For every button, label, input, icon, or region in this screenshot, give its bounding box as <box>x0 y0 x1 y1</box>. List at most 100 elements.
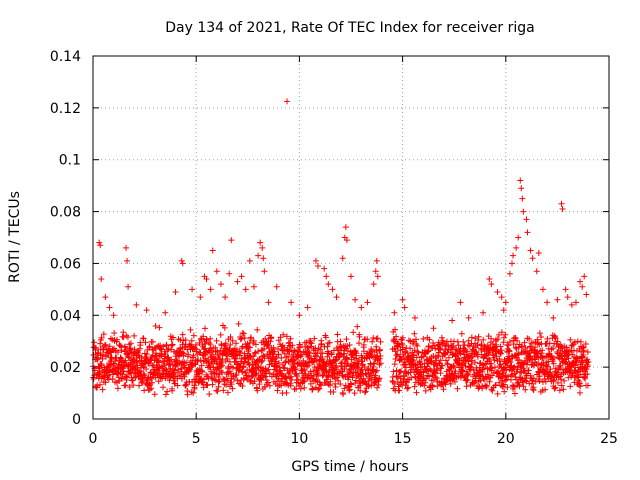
roti-point <box>303 363 310 370</box>
roti-point <box>149 379 156 386</box>
plot-frame <box>92 55 610 420</box>
roti-point <box>351 390 358 397</box>
roti-point <box>343 336 350 343</box>
roti-point <box>151 391 158 398</box>
roti-point <box>232 355 239 362</box>
roti-point <box>374 335 381 342</box>
roti-point <box>224 377 231 384</box>
roti-point <box>288 299 295 306</box>
roti-point <box>361 389 368 396</box>
roti-point <box>326 339 333 346</box>
roti-point <box>333 294 340 301</box>
x-tick-label: 25 <box>600 431 618 447</box>
roti-point <box>429 383 436 390</box>
roti-point <box>149 338 156 345</box>
x-tick-label: 0 <box>89 431 98 447</box>
roti-point <box>579 354 586 361</box>
roti-point <box>460 338 467 345</box>
roti-point <box>368 347 375 354</box>
roti-point <box>124 373 131 380</box>
roti-point <box>551 385 558 392</box>
roti-point <box>288 373 295 380</box>
data-points <box>90 98 592 398</box>
roti-point <box>305 362 312 369</box>
roti-point <box>422 387 429 394</box>
roti-point <box>252 349 259 356</box>
roti-point <box>236 352 243 359</box>
roti-point <box>227 334 234 341</box>
roti-point <box>283 333 290 340</box>
roti-point <box>435 349 442 356</box>
roti-point <box>554 296 561 303</box>
roti-point <box>353 350 360 357</box>
y-tick-label: 0.12 <box>50 101 81 117</box>
roti-point <box>157 342 164 349</box>
roti-point <box>312 345 319 352</box>
roti-point <box>549 358 556 365</box>
roti-point <box>475 333 482 340</box>
roti-point <box>214 348 221 355</box>
roti-point <box>246 257 253 264</box>
roti-point <box>343 355 350 362</box>
roti-point <box>297 385 304 392</box>
roti-point <box>199 379 206 386</box>
roti-point <box>242 286 249 293</box>
roti-point <box>545 345 552 352</box>
roti-point <box>360 348 367 355</box>
roti-point <box>196 370 203 377</box>
roti-point <box>421 382 428 389</box>
y-tick-label: 0.1 <box>59 153 81 169</box>
roti-point <box>335 377 342 384</box>
roti-point <box>533 268 540 275</box>
roti-point <box>236 348 243 355</box>
roti-point <box>344 347 351 354</box>
roti-point <box>183 359 190 366</box>
roti-point <box>339 255 346 262</box>
roti-point <box>268 357 275 364</box>
roti-point <box>450 362 457 369</box>
roti-point <box>536 373 543 380</box>
roti-point <box>344 342 351 349</box>
roti-point <box>209 247 216 254</box>
roti-point <box>182 336 189 343</box>
roti-point <box>274 387 281 394</box>
roti-point <box>342 356 349 363</box>
roti-point <box>492 382 499 389</box>
roti-point <box>140 361 147 368</box>
roti-point <box>518 185 525 192</box>
roti-point <box>480 309 487 316</box>
roti-point <box>254 326 261 333</box>
roti-point <box>493 369 500 376</box>
roti-point <box>259 244 266 251</box>
roti-point <box>229 385 236 392</box>
roti-point <box>261 268 268 275</box>
roti-point <box>170 366 177 373</box>
roti-point <box>499 372 506 379</box>
roti-point <box>169 387 176 394</box>
roti-point <box>506 338 513 345</box>
roti-point <box>143 307 150 314</box>
roti-point <box>468 334 475 341</box>
roti-point <box>149 346 156 353</box>
x-tick-label: 10 <box>290 431 308 447</box>
roti-point <box>413 389 420 396</box>
roti-point <box>218 362 225 369</box>
roti-point <box>228 381 235 388</box>
roti-point <box>114 385 121 392</box>
roti-point <box>100 331 107 338</box>
roti-point <box>483 382 490 389</box>
roti-point <box>471 359 478 366</box>
roti-point <box>420 335 427 342</box>
roti-point <box>118 355 125 362</box>
roti-point <box>328 351 335 358</box>
roti-point <box>91 339 98 346</box>
roti-point <box>584 356 591 363</box>
roti-point <box>205 339 212 346</box>
roti-point <box>576 380 583 387</box>
roti-point <box>204 382 211 389</box>
roti-point <box>433 375 440 382</box>
roti-point <box>106 304 113 311</box>
roti-point <box>236 364 243 371</box>
roti-point <box>564 294 571 301</box>
roti-point <box>557 362 564 369</box>
